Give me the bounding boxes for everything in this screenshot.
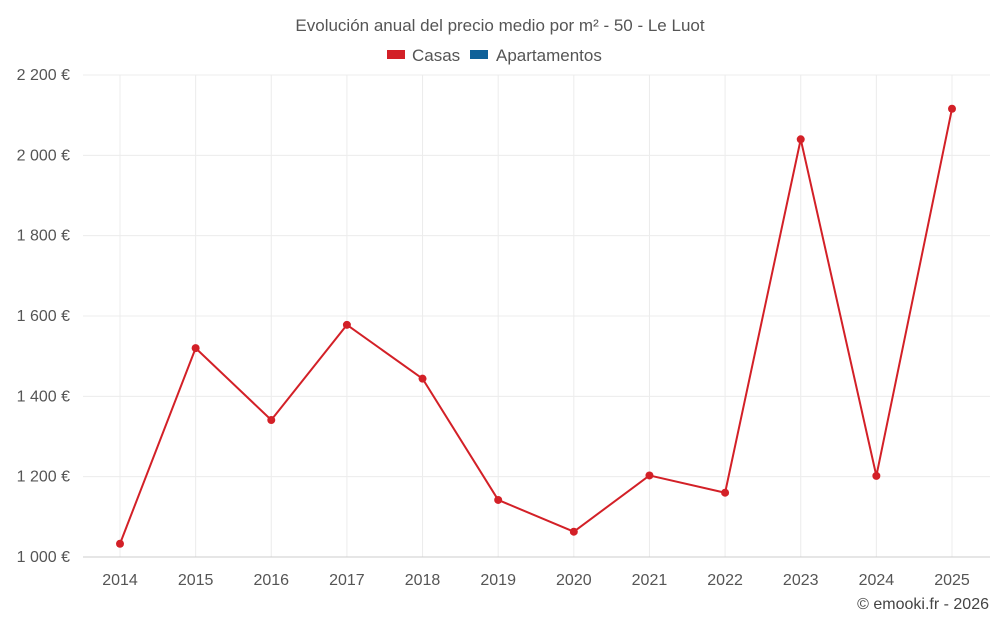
y-tick-label: 1 200 € (17, 469, 70, 486)
x-tick-label: 2019 (480, 572, 516, 589)
legend-item-apartamentos[interactable]: Apartamentos (470, 46, 602, 65)
y-tick-label: 2 000 € (17, 147, 70, 164)
data-point-2023[interactable] (796, 135, 805, 144)
data-point-2020[interactable] (569, 527, 578, 536)
data-point-2017[interactable] (342, 320, 351, 329)
legend-label-apartamentos: Apartamentos (496, 46, 602, 65)
chart-title: Evolución anual del precio medio por m² … (295, 16, 704, 35)
data-point-2022[interactable] (721, 488, 730, 497)
data-point-2015[interactable] (191, 344, 200, 353)
x-tick-label: 2014 (102, 572, 138, 589)
y-tick-label: 2 200 € (17, 67, 70, 84)
legend-swatch-casas (387, 50, 405, 59)
x-tick-label: 2022 (707, 572, 743, 589)
y-tick-label: 1 400 € (17, 388, 70, 405)
data-point-2018[interactable] (418, 374, 427, 383)
legend-swatch-apartamentos (470, 50, 488, 59)
legend-label-casas: Casas (412, 46, 460, 65)
x-tick-label: 2024 (859, 572, 895, 589)
data-point-2025[interactable] (948, 104, 956, 113)
data-point-2014[interactable] (116, 539, 124, 548)
x-tick-label: 2025 (934, 572, 970, 589)
y-gridlines (83, 74, 990, 558)
x-tick-label: 2015 (178, 572, 214, 589)
y-tick-label: 1 000 € (17, 549, 70, 566)
x-tick-label: 2017 (329, 572, 365, 589)
data-point-2024[interactable] (872, 471, 881, 480)
x-axis-labels: 2014 2015 2016 2017 2018 2019 2020 2021 2022 2023… (102, 572, 970, 589)
data-point-2016[interactable] (267, 416, 276, 425)
data-point-2021[interactable] (645, 471, 654, 480)
x-gridlines (119, 75, 953, 557)
x-tick-label: 2016 (253, 572, 289, 589)
x-tick-label: 2023 (783, 572, 819, 589)
y-axis-labels: 1 000 € 1 200 € 1 400 € 1 600 € 1 800 € 2 000… (17, 67, 70, 566)
credit-text: © emooki.fr - 2026 (857, 596, 989, 613)
series-line-casas (119, 108, 953, 545)
legend: Casas Apartamentos (387, 46, 602, 65)
legend-item-casas[interactable]: Casas (387, 46, 460, 65)
x-tick-label: 2020 (556, 572, 592, 589)
x-tick-label: 2021 (632, 572, 668, 589)
x-tick-label: 2018 (405, 572, 441, 589)
y-tick-label: 1 600 € (17, 308, 70, 325)
series-casas (116, 104, 956, 548)
y-tick-label: 1 800 € (17, 228, 70, 245)
data-point-2019[interactable] (494, 495, 503, 504)
